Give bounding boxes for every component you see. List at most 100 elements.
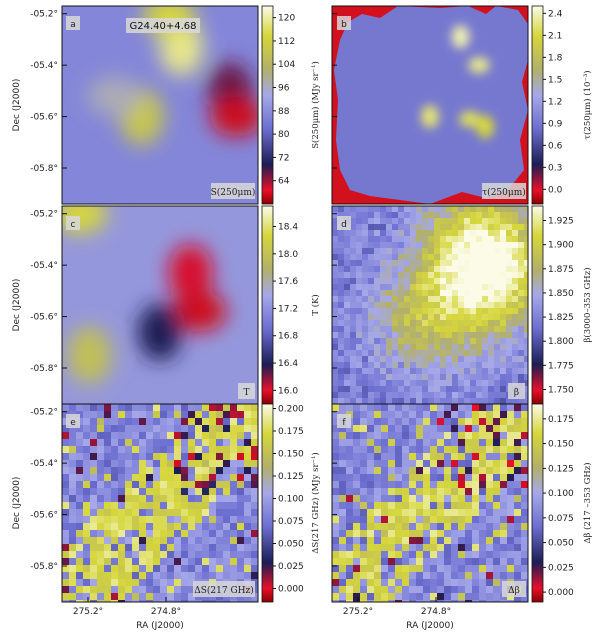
panel-e-pixel-412 <box>202 502 209 509</box>
panel-f-pixel-790 <box>374 600 381 602</box>
panel-d-pixel-339 <box>386 266 392 272</box>
panel-d-pixel-569 <box>380 308 386 314</box>
panel-e-pixel-711 <box>139 579 146 586</box>
panel-d-pixel-830 <box>362 356 368 362</box>
panel-f-pixel-422 <box>346 509 353 516</box>
panel-f-pixel-448 <box>332 516 339 523</box>
panel-d-pixel-1023 <box>332 392 338 398</box>
panel-e-pixel-269 <box>181 467 188 474</box>
panel-d-pixel-920 <box>506 368 512 374</box>
panel-e-pixel-392 <box>62 502 69 509</box>
panel-f-pixel-551 <box>465 537 472 544</box>
panel-d-pixel-707 <box>416 332 422 338</box>
panel-d-pixel-604 <box>392 314 398 320</box>
panel-d-heatmap <box>332 206 528 404</box>
panel-e-pixel-419 <box>251 502 258 509</box>
panel-e-pixel-665 <box>209 565 216 572</box>
panel-e-pixel-49 <box>209 411 216 418</box>
panel-f-pixel-548 <box>444 537 451 544</box>
panel-e-pixel-171 <box>83 446 90 453</box>
panel-f-pixel-144 <box>360 439 367 446</box>
panel-f-pixel-590 <box>346 551 353 558</box>
panel-e-pixel-447 <box>251 509 258 516</box>
panel-e-pixel-155 <box>167 439 174 446</box>
panel-d-pixel-120 <box>458 224 464 230</box>
panel-e-pixel-383 <box>195 495 202 502</box>
panel-e-pixel-209 <box>153 453 160 460</box>
panel-d-pixel-961 <box>356 380 362 386</box>
panel-e-pixel-52 <box>230 411 237 418</box>
panel-d-pixel-314 <box>434 260 440 266</box>
panel-e-pixel-279 <box>251 467 258 474</box>
panel-e-pixel-328 <box>202 481 209 488</box>
panel-f-pixel-246 <box>486 460 493 467</box>
panel-f-pixel-19 <box>465 404 472 411</box>
y-tick-label-row2-1: -05.4° <box>30 459 58 469</box>
panel-e-pixel-404 <box>146 502 153 509</box>
panel-f-pixel-418 <box>514 502 521 509</box>
panel-d-pixel-377 <box>416 272 422 278</box>
panel-b-letter: b <box>341 20 347 30</box>
panel-d-pixel-352 <box>464 266 470 272</box>
panel-e-pixel-41 <box>153 411 160 418</box>
panel-e-pixel-343 <box>111 488 118 495</box>
panel-f-pixel-622 <box>374 558 381 565</box>
panel-d-pixel-524 <box>506 296 512 302</box>
panel-f-pixel-553 <box>479 537 486 544</box>
panel-d-pixel-351 <box>458 266 464 272</box>
panel-d-pixel-488 <box>488 290 494 296</box>
panel-e-pixel-714 <box>160 579 167 586</box>
panel-e-pixel-628 <box>146 558 153 565</box>
panel-d-pixel-355 <box>482 266 488 272</box>
panel-d-pixel-37 <box>356 212 362 218</box>
panel-d-pixel-322 <box>482 260 488 266</box>
panel-e-pixel-588 <box>62 551 69 558</box>
panel-f-pixel-286 <box>374 474 381 481</box>
panel-f-pixel-560 <box>332 544 339 551</box>
panel-d-pixel-399 <box>350 278 356 284</box>
panel-d-pixel-709 <box>428 332 434 338</box>
panel-f-pixel-540 <box>388 537 395 544</box>
panel-e-pixel-114 <box>76 432 83 439</box>
panel-f-pixel-189 <box>479 446 486 453</box>
panel-f-pixel-83 <box>521 418 528 425</box>
panel-e-pixel-240 <box>174 460 181 467</box>
panel-d-pixel-671 <box>398 326 404 332</box>
panel-e-pixel-518 <box>160 530 167 537</box>
panel-d-pixel-364 <box>338 272 344 278</box>
panel-d-pixel-191 <box>488 236 494 242</box>
panel-d-pixel-631 <box>356 320 362 326</box>
panel-d-pixel-960 <box>350 380 356 386</box>
panel-e-pixel-680 <box>118 572 125 579</box>
panel-e-pixel-732 <box>90 586 97 593</box>
panel-e-pixel-487 <box>139 523 146 530</box>
panel-f-pixel-562 <box>346 544 353 551</box>
panel-f-pixel-77 <box>479 418 486 425</box>
panel-d-pixel-1042 <box>446 392 452 398</box>
panel-d-pixel-1086 <box>512 398 518 404</box>
panel-e-pixel-126 <box>160 432 167 439</box>
panel-f-pixel-671 <box>521 565 528 572</box>
panel-f-pixel-263 <box>409 467 416 474</box>
panel-e-pixel-409 <box>181 502 188 509</box>
panel-e-pixel-227 <box>83 460 90 467</box>
panel-d-pixel-160 <box>500 230 506 236</box>
panel-f-pixel-631 <box>437 558 444 565</box>
panel-d-pixel-1044 <box>458 392 464 398</box>
panel-d-pixel-822 <box>512 350 518 356</box>
panel-e-pixel-538 <box>104 537 111 544</box>
panel-d-pixel-630 <box>350 320 356 326</box>
panel-f-pixel-485 <box>395 523 402 530</box>
panel-e-pixel-642 <box>244 558 251 565</box>
panel-f-pixel-392 <box>332 502 339 509</box>
panel-d-pixel-505 <box>392 296 398 302</box>
panel-d-pixel-718 <box>482 332 488 338</box>
panel-e-pixel-611 <box>223 551 230 558</box>
panel-f-pixel-440 <box>472 509 479 516</box>
panel-e-pixel-226 <box>76 460 83 467</box>
panel-d-pixel-431 <box>344 284 350 290</box>
panel-f-pixel-20 <box>472 404 479 411</box>
panel-d-pixel-326 <box>506 260 512 266</box>
panel-f-pixel-319 <box>409 481 416 488</box>
panel-f-pixel-384 <box>472 495 479 502</box>
